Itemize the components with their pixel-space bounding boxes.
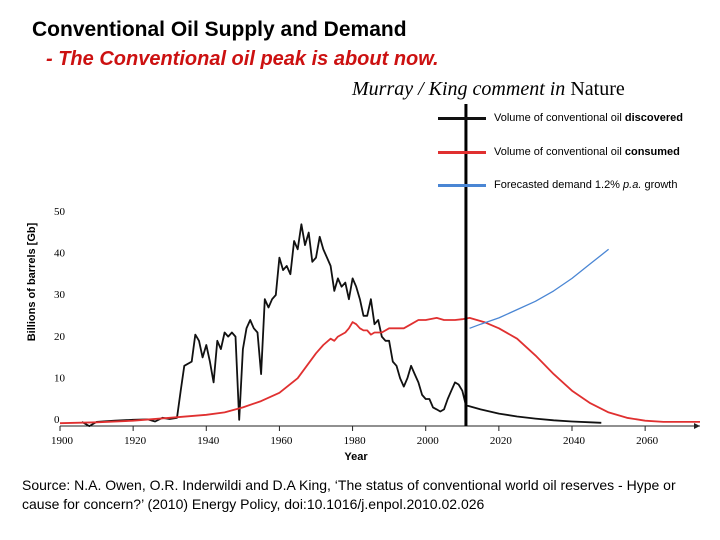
y-tick-label: 10	[54, 372, 66, 384]
chart-subtitle: - The Conventional oil peak is about now…	[46, 48, 439, 70]
chart-title: Conventional Oil Supply and Demand	[32, 18, 407, 41]
credit-journal: Nature	[570, 78, 625, 100]
y-tick-label: 30	[54, 289, 66, 301]
x-axis-label: Year	[344, 451, 368, 463]
y-tick-label: 40	[54, 248, 66, 260]
x-tick-label: 1980	[344, 435, 367, 447]
source-citation: Source: N.A. Owen, O.R. Inderwildi and D…	[22, 477, 676, 512]
x-tick-label: 1940	[197, 435, 220, 447]
credit-line: Murray / King comment in Nature	[352, 78, 625, 101]
legend-swatch-forecast	[438, 183, 486, 187]
y-tick-label: 20	[54, 331, 66, 343]
x-tick-label: 1920	[124, 435, 147, 447]
legend-prefix-forecast: Forecasted demand 1.2%	[494, 179, 620, 191]
series-line-forecast	[469, 248, 610, 329]
legend-prefix-discovered: Volume of conventional oil	[494, 112, 622, 124]
y-tick-label: 0	[54, 414, 60, 426]
series-line-consumed	[59, 316, 700, 425]
legend-swatch-consumed	[438, 150, 486, 154]
legend-bold-consumed: consumed	[624, 146, 680, 158]
x-tick-label: 2020	[490, 435, 513, 447]
x-tick-label: 2040	[563, 435, 586, 447]
y-tick-label: 50	[54, 206, 66, 218]
x-tick-label: 1900	[51, 435, 74, 447]
y-axis-label: Billions of barrels [Gb]	[26, 222, 38, 341]
legend-item-discovered: Volume of conventional oil discovered	[438, 108, 683, 128]
legend-item-consumed: Volume of conventional oil consumed	[438, 142, 680, 162]
legend-prefix-consumed: Volume of conventional oil	[494, 146, 622, 158]
x-tick-label: 1960	[270, 435, 293, 447]
series-line-discovered	[81, 223, 602, 428]
legend-bold-discovered: discovered	[624, 112, 683, 124]
legend-item-forecast: Forecasted demand 1.2% p.a. growth	[438, 175, 677, 195]
credit-authors: Murray / King comment in	[352, 78, 566, 100]
legend-swatch-discovered	[438, 116, 486, 120]
x-tick-label: 2060	[636, 435, 659, 447]
legend-suffix-forecast: growth	[644, 179, 678, 191]
legend-italic-forecast: p.a.	[623, 179, 642, 191]
x-axis-arrow	[694, 423, 700, 429]
x-tick-label: 2000	[417, 435, 440, 447]
